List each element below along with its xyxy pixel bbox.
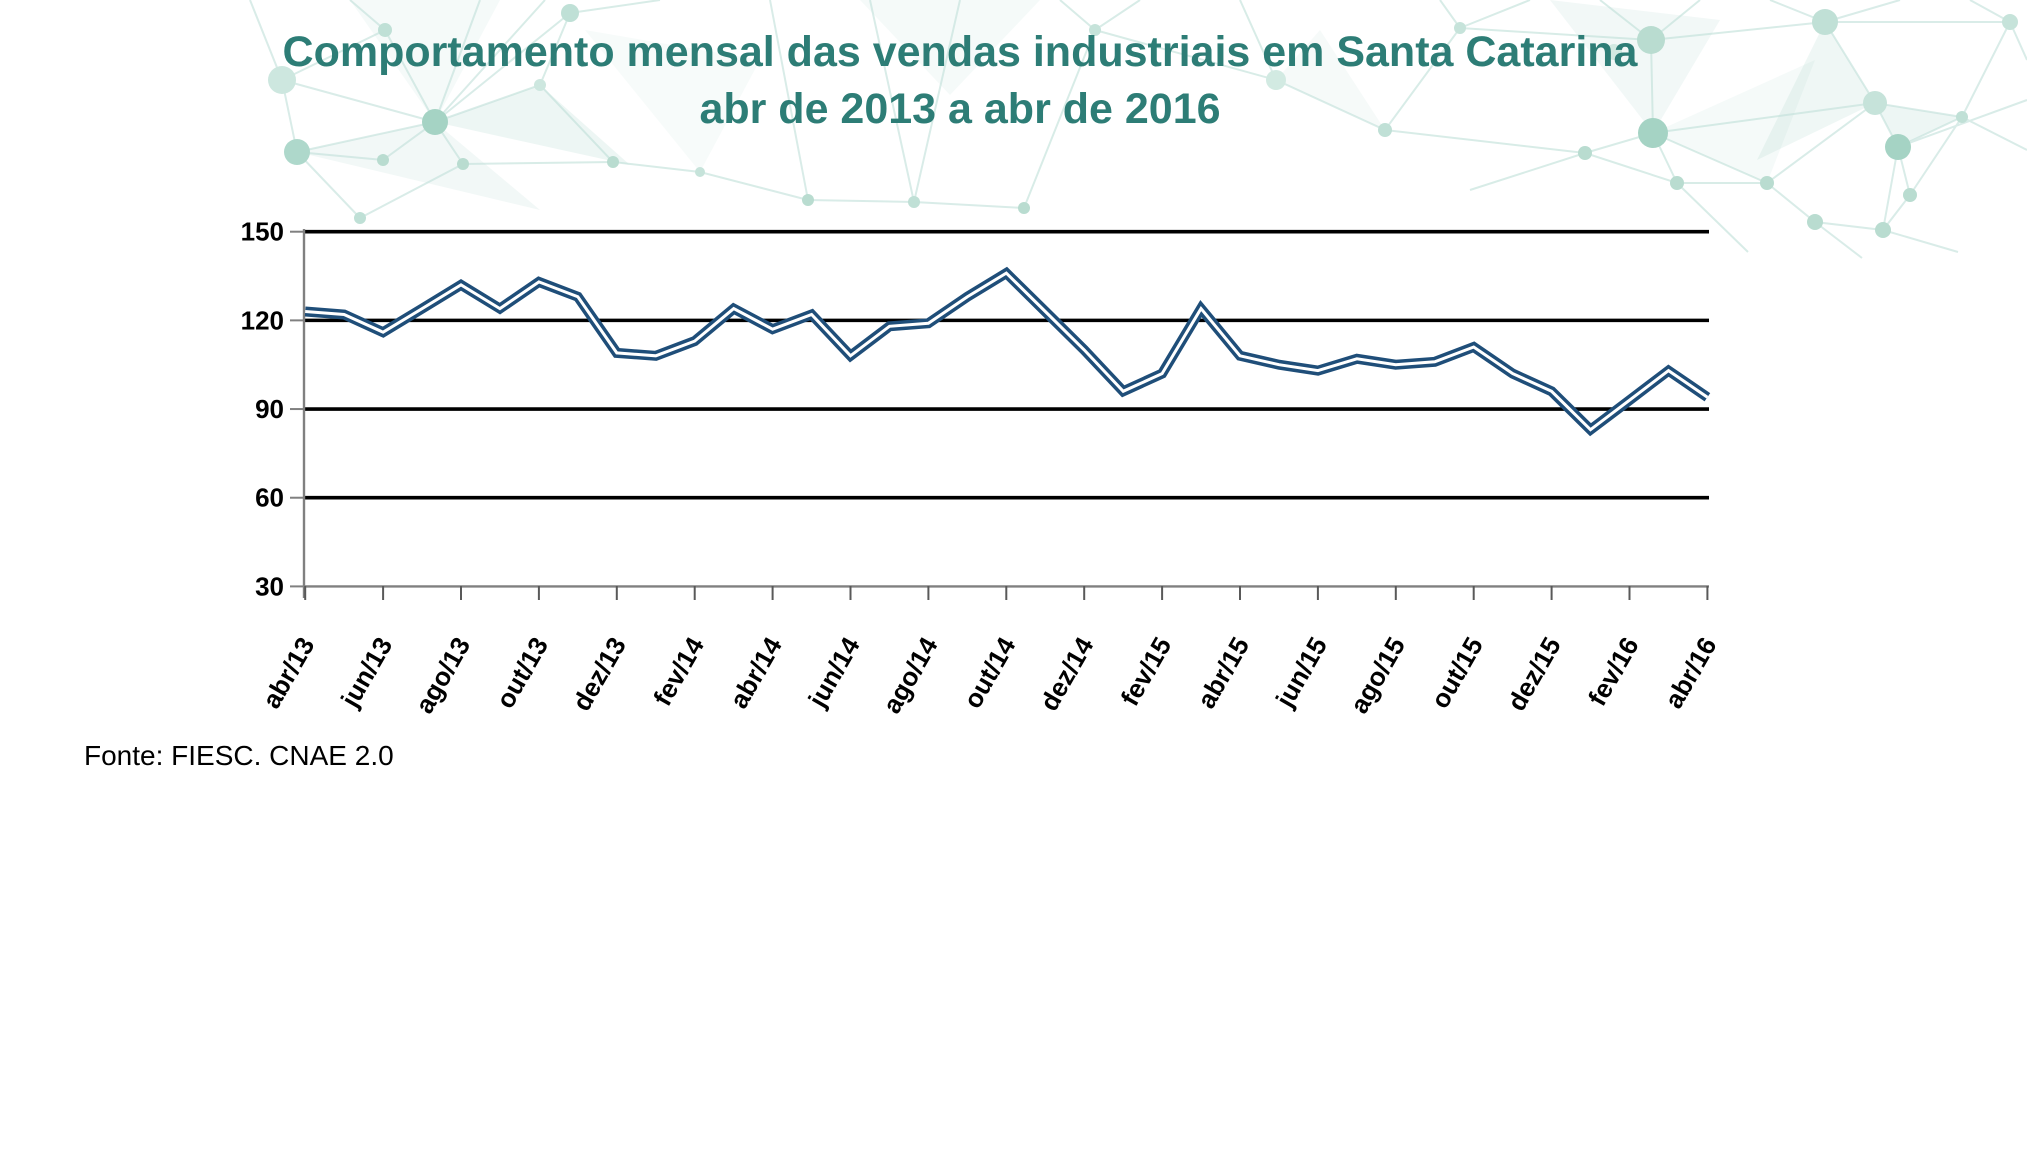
chart-title-line2: abr de 2013 a abr de 2016 [699,85,1221,133]
x-axis-label: ago/14 [876,632,943,719]
y-axis-label: 120 [241,305,284,335]
x-axis-label: dez/13 [566,632,632,716]
x-axis-label: dez/14 [1034,632,1100,716]
y-axis-label: 90 [255,394,284,424]
x-axis-label: fev/14 [647,632,710,711]
y-axis-label: 30 [255,571,284,601]
x-axis-label: abr/16 [1658,632,1722,713]
x-axis-label: abr/14 [724,632,789,714]
sales-line-inner [305,271,1709,432]
x-axis-label: fev/15 [1114,632,1177,711]
x-axis-label: abr/15 [1191,632,1255,713]
chart-title: Comportamento mensal das vendas industri… [180,24,1740,138]
x-axis-label: ago/15 [1344,632,1411,718]
x-axis-label: jun/15 [1269,632,1333,713]
x-axis-label: out/15 [1425,632,1489,713]
x-axis-label: jun/14 [802,632,866,713]
chart-title-line1: Comportamento mensal das vendas industri… [282,28,1638,76]
x-axis-label: out/13 [490,632,554,713]
x-axis-label: out/14 [957,632,1022,714]
x-axis-label: abr/13 [256,632,320,713]
x-axis-label: jun/13 [334,632,398,713]
x-axis-label: fev/16 [1582,632,1645,711]
y-axis-label: 60 [255,483,284,513]
y-axis-label: 150 [241,217,284,247]
source-note: Fonte: FIESC. CNAE 2.0 [84,740,394,771]
x-axis-label: dez/15 [1501,632,1567,716]
x-axis-label: ago/13 [409,632,476,718]
